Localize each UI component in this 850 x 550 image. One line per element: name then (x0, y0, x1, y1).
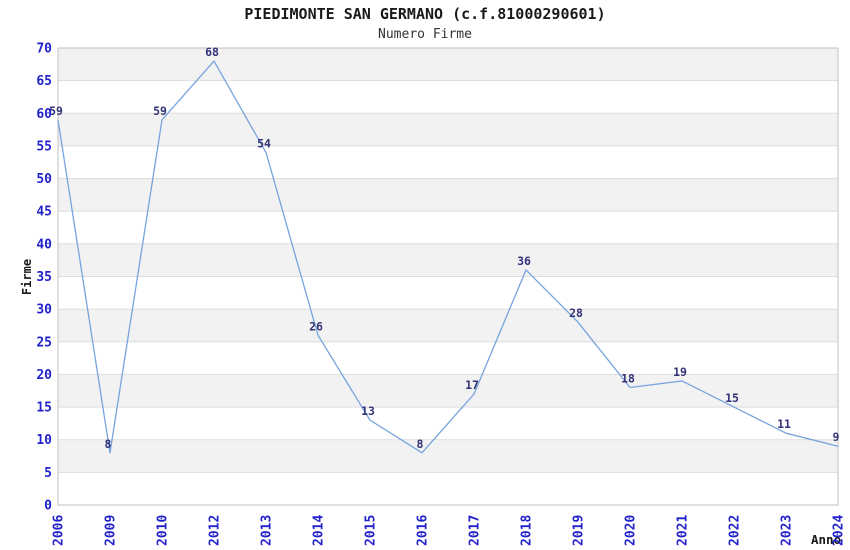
y-tick-label: 60 (36, 107, 52, 122)
y-tick-label: 70 (36, 42, 52, 57)
grid-band (58, 178, 838, 212)
y-tick-label: 65 (36, 74, 52, 89)
chart-title: PIEDIMONTE SAN GERMANO (c.f.81000290601) (244, 5, 606, 23)
x-tick-label: 2015 (364, 515, 379, 546)
y-tick-label: 15 (36, 401, 52, 416)
grid-band (58, 309, 838, 342)
y-tick-label: 30 (36, 303, 52, 318)
chart-subtitle: Numero Firme (378, 27, 472, 42)
data-point-label: 59 (49, 104, 63, 118)
x-tick-label: 2021 (676, 515, 691, 546)
data-point-label: 13 (361, 404, 375, 418)
data-point-label: 9 (833, 430, 840, 444)
data-line (57, 60, 839, 454)
data-point-label: 26 (309, 319, 323, 333)
x-tick-label: 2022 (728, 515, 743, 546)
data-point-label: 17 (465, 378, 479, 392)
plot-frame (57, 47, 839, 506)
data-point-label: 68 (205, 45, 219, 59)
grid-band (58, 374, 838, 408)
data-point-label: 54 (257, 136, 271, 150)
x-tick-label: 2018 (520, 515, 535, 546)
data-point-label: 8 (105, 437, 112, 451)
x-axis-label: Anno (811, 532, 842, 547)
grid-band (58, 48, 838, 81)
data-point-label: 8 (417, 437, 424, 451)
grid-band (58, 243, 838, 277)
grid-band (58, 439, 838, 473)
x-tick-label: 2024 (832, 515, 847, 546)
x-tick-label: 2019 (572, 515, 587, 546)
data-point-label: 19 (673, 365, 687, 379)
data-point-label: 15 (725, 391, 739, 405)
y-tick-label: 20 (36, 368, 52, 383)
data-point-label: 28 (569, 306, 583, 320)
data-point-label: 36 (517, 254, 531, 268)
y-tick-label: 5 (44, 466, 52, 481)
x-tick-label: 2023 (780, 515, 795, 546)
y-tick-label: 40 (36, 237, 52, 252)
data-point-label: 11 (777, 417, 791, 431)
data-point-label: 18 (621, 371, 635, 385)
x-tick-label: 2012 (208, 515, 223, 546)
x-tick-label: 2013 (260, 515, 275, 546)
x-tick-label: 2017 (468, 515, 483, 546)
x-tick-label: 2016 (416, 515, 431, 546)
y-tick-label: 45 (36, 205, 52, 220)
x-tick-label: 2014 (312, 515, 327, 546)
x-tick-label: 2020 (624, 515, 639, 546)
x-tick-label: 2009 (104, 515, 119, 546)
y-tick-label: 55 (36, 139, 52, 154)
y-tick-label: 35 (36, 270, 52, 285)
x-tick-label: 2006 (52, 515, 67, 546)
data-point-label: 59 (153, 104, 167, 118)
y-tick-label: 10 (36, 433, 52, 448)
y-tick-label: 50 (36, 172, 52, 187)
y-tick-label: 25 (36, 335, 52, 350)
y-tick-label: 0 (44, 499, 52, 514)
x-tick-label: 2010 (156, 515, 171, 546)
grid-band (58, 113, 838, 146)
